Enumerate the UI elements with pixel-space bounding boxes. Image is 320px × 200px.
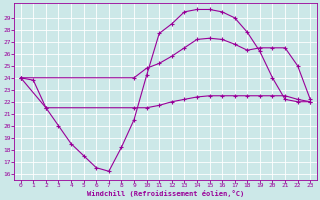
X-axis label: Windchill (Refroidissement éolien,°C): Windchill (Refroidissement éolien,°C): [87, 190, 244, 197]
